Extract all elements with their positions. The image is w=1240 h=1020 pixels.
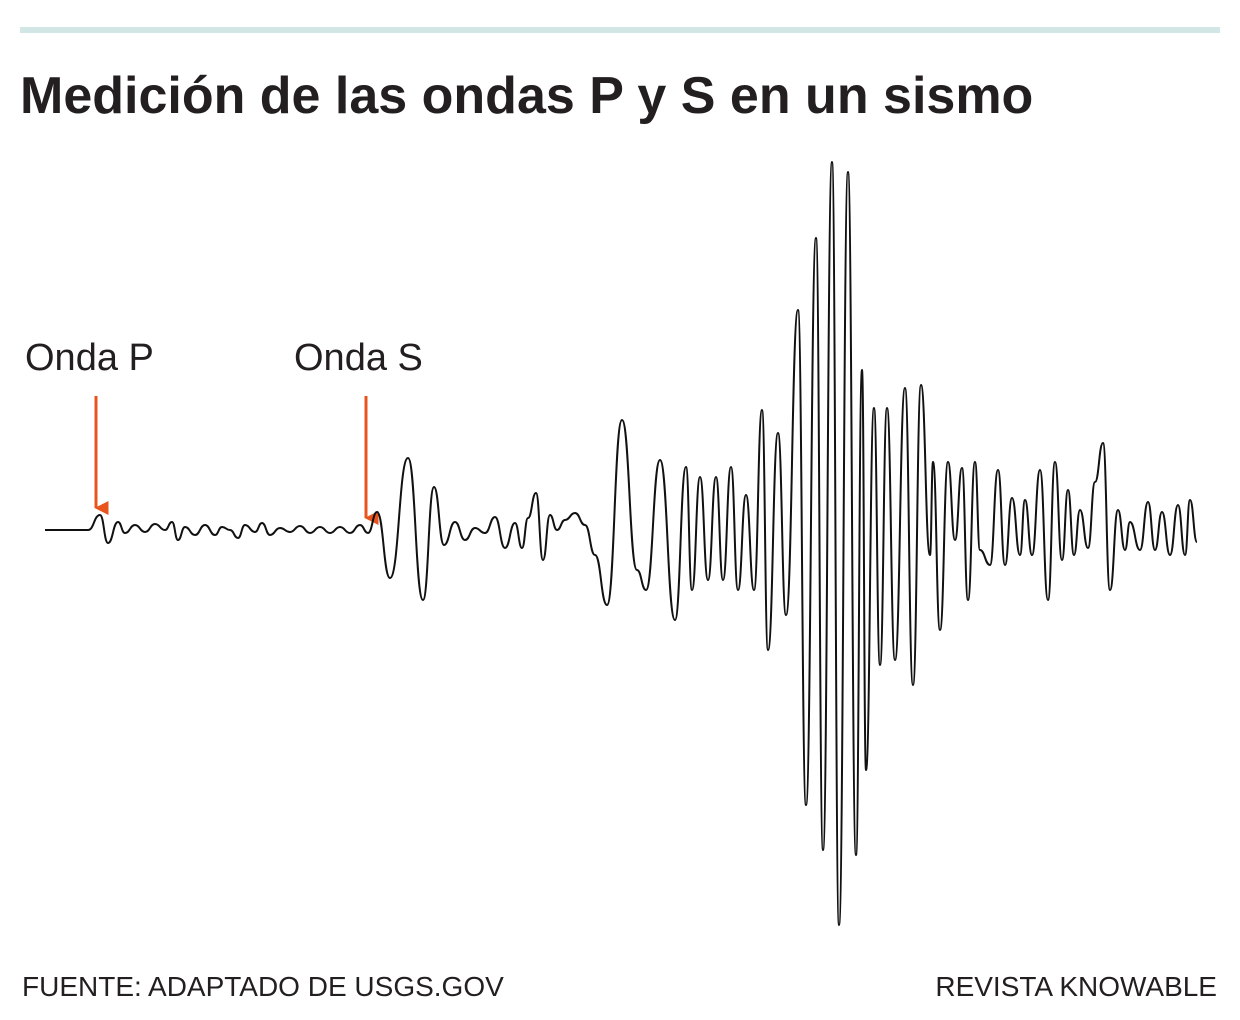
title: Medición de las ondas P y S en un sismo xyxy=(20,67,1033,125)
top-rule xyxy=(20,27,1220,33)
seismogram xyxy=(44,160,1198,927)
credit: REVISTA KNOWABLE xyxy=(935,971,1217,1002)
wave-label: Onda S xyxy=(294,337,423,379)
wave-label: Onda P xyxy=(25,337,154,379)
source: FUENTE: ADAPTADO DE USGS.GOV xyxy=(22,971,504,1002)
